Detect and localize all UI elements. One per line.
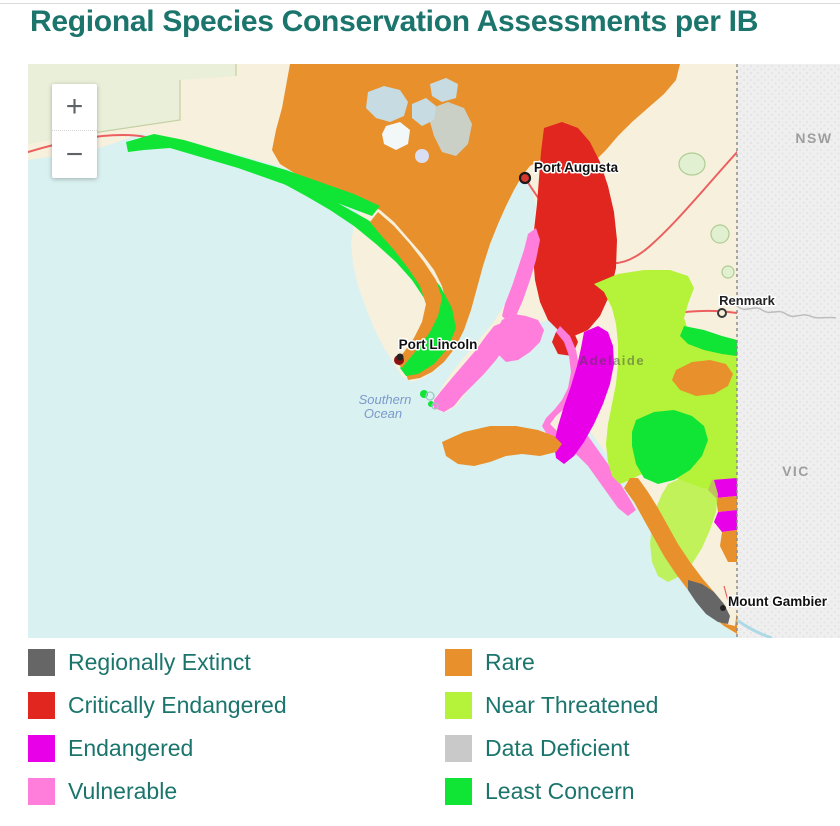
legend-swatch-least-concern: [445, 777, 472, 805]
label-nsw: NSW: [795, 130, 832, 146]
region-vulnerable-fleurieu[interactable]: [542, 326, 636, 516]
legend-swatch-data-deficient: [445, 734, 472, 762]
region-rare-border-gap-1[interactable]: [716, 496, 737, 512]
region-rare-murray-lobe[interactable]: [672, 360, 733, 396]
zoom-out-button[interactable]: −: [65, 138, 84, 171]
region-least-concern-billiatt[interactable]: [632, 410, 708, 484]
legend-column-right: Rare Near Threatened Data Deficient Leas…: [445, 648, 658, 820]
legend-label: Near Threatened: [485, 692, 659, 718]
label-southern-ocean-1: Southern: [359, 392, 412, 407]
legend-item-least-concern[interactable]: Least Concern: [445, 777, 658, 805]
renmark-marker: [717, 308, 727, 318]
map-zoom-control: + −: [52, 84, 97, 178]
park-boundary-lines: [85, 64, 237, 135]
label-southern-ocean-2: Ocean: [364, 406, 402, 421]
region-least-concern-riverland[interactable]: [680, 326, 737, 356]
legend-swatch-near-threatened: [445, 691, 472, 719]
zoom-control-divider: [52, 130, 97, 132]
legend-label: Rare: [485, 649, 535, 675]
region-rare-west-eyre[interactable]: [370, 212, 442, 368]
label-mount-gambier: Mount Gambier: [728, 594, 828, 609]
river-line: [736, 305, 837, 319]
legend-column-left: Regionally Extinct Critically Endangered…: [28, 648, 287, 820]
region-regionally-extinct-gambier[interactable]: [688, 580, 730, 624]
legend-label: Regionally Extinct: [68, 649, 251, 675]
choropleth-map[interactable]: Port Augusta Port Lincoln Renmark Mount …: [28, 64, 840, 638]
mount-gambier-marker: [720, 605, 726, 611]
label-vic: VIC: [782, 463, 810, 479]
legend-label: Endangered: [68, 735, 194, 761]
legend-item-regionally-extinct[interactable]: Regionally Extinct: [28, 648, 287, 676]
label-port-augusta: Port Augusta: [534, 160, 619, 175]
legend-item-critically-endangered[interactable]: Critically Endangered: [28, 691, 287, 719]
vic-coast-line: [736, 618, 773, 638]
salt-lakes: [366, 78, 472, 163]
legend-swatch-critically-endangered: [28, 691, 55, 719]
label-renmark: Renmark: [719, 293, 775, 308]
map-canvas[interactable]: Port Augusta Port Lincoln Renmark Mount …: [28, 64, 840, 638]
label-port-lincoln: Port Lincoln: [399, 337, 478, 352]
legend-item-rare[interactable]: Rare: [445, 648, 658, 676]
legend-label: Vulnerable: [68, 778, 178, 804]
region-endangered-border-strip-2[interactable]: [714, 510, 737, 532]
interstate-panel: [737, 64, 840, 638]
region-rare-kangaroo-island[interactable]: [442, 426, 562, 466]
port-lincoln-marker: [396, 353, 404, 361]
page-title: Regional Species Conservation Assessment…: [30, 5, 759, 38]
small-islands: [394, 355, 439, 410]
region-vulnerable-spencer[interactable]: [502, 228, 540, 322]
top-divider: [0, 3, 840, 4]
region-vulnerable-north-yorke[interactable]: [496, 314, 544, 362]
legend-label: Critically Endangered: [68, 692, 287, 718]
region-critically-endangered-flinders[interactable]: [533, 122, 617, 336]
legend: Regionally Extinct Critically Endangered…: [0, 648, 840, 826]
legend-label: Least Concern: [485, 778, 635, 804]
legend-swatch-rare: [445, 648, 472, 676]
legend-swatch-vulnerable: [28, 777, 55, 805]
legend-label: Data Deficient: [485, 735, 630, 761]
region-endangered-adelaide[interactable]: [554, 326, 614, 464]
legend-swatch-regionally-extinct: [28, 648, 55, 676]
port-augusta-marker: [518, 171, 532, 185]
legend-item-vulnerable[interactable]: Vulnerable: [28, 777, 287, 805]
town-markers: [396, 171, 727, 611]
region-vulnerable-yorke[interactable]: [434, 322, 510, 412]
legend-item-data-deficient[interactable]: Data Deficient: [445, 734, 658, 762]
zoom-in-button[interactable]: +: [65, 90, 84, 123]
gambier-road: [723, 585, 731, 609]
legend-item-endangered[interactable]: Endangered: [28, 734, 287, 762]
legend-item-near-threatened[interactable]: Near Threatened: [445, 691, 658, 719]
region-rare-border-gap-2[interactable]: [720, 530, 737, 562]
legend-swatch-endangered: [28, 734, 55, 762]
label-adelaide: Adelaide: [579, 353, 645, 368]
